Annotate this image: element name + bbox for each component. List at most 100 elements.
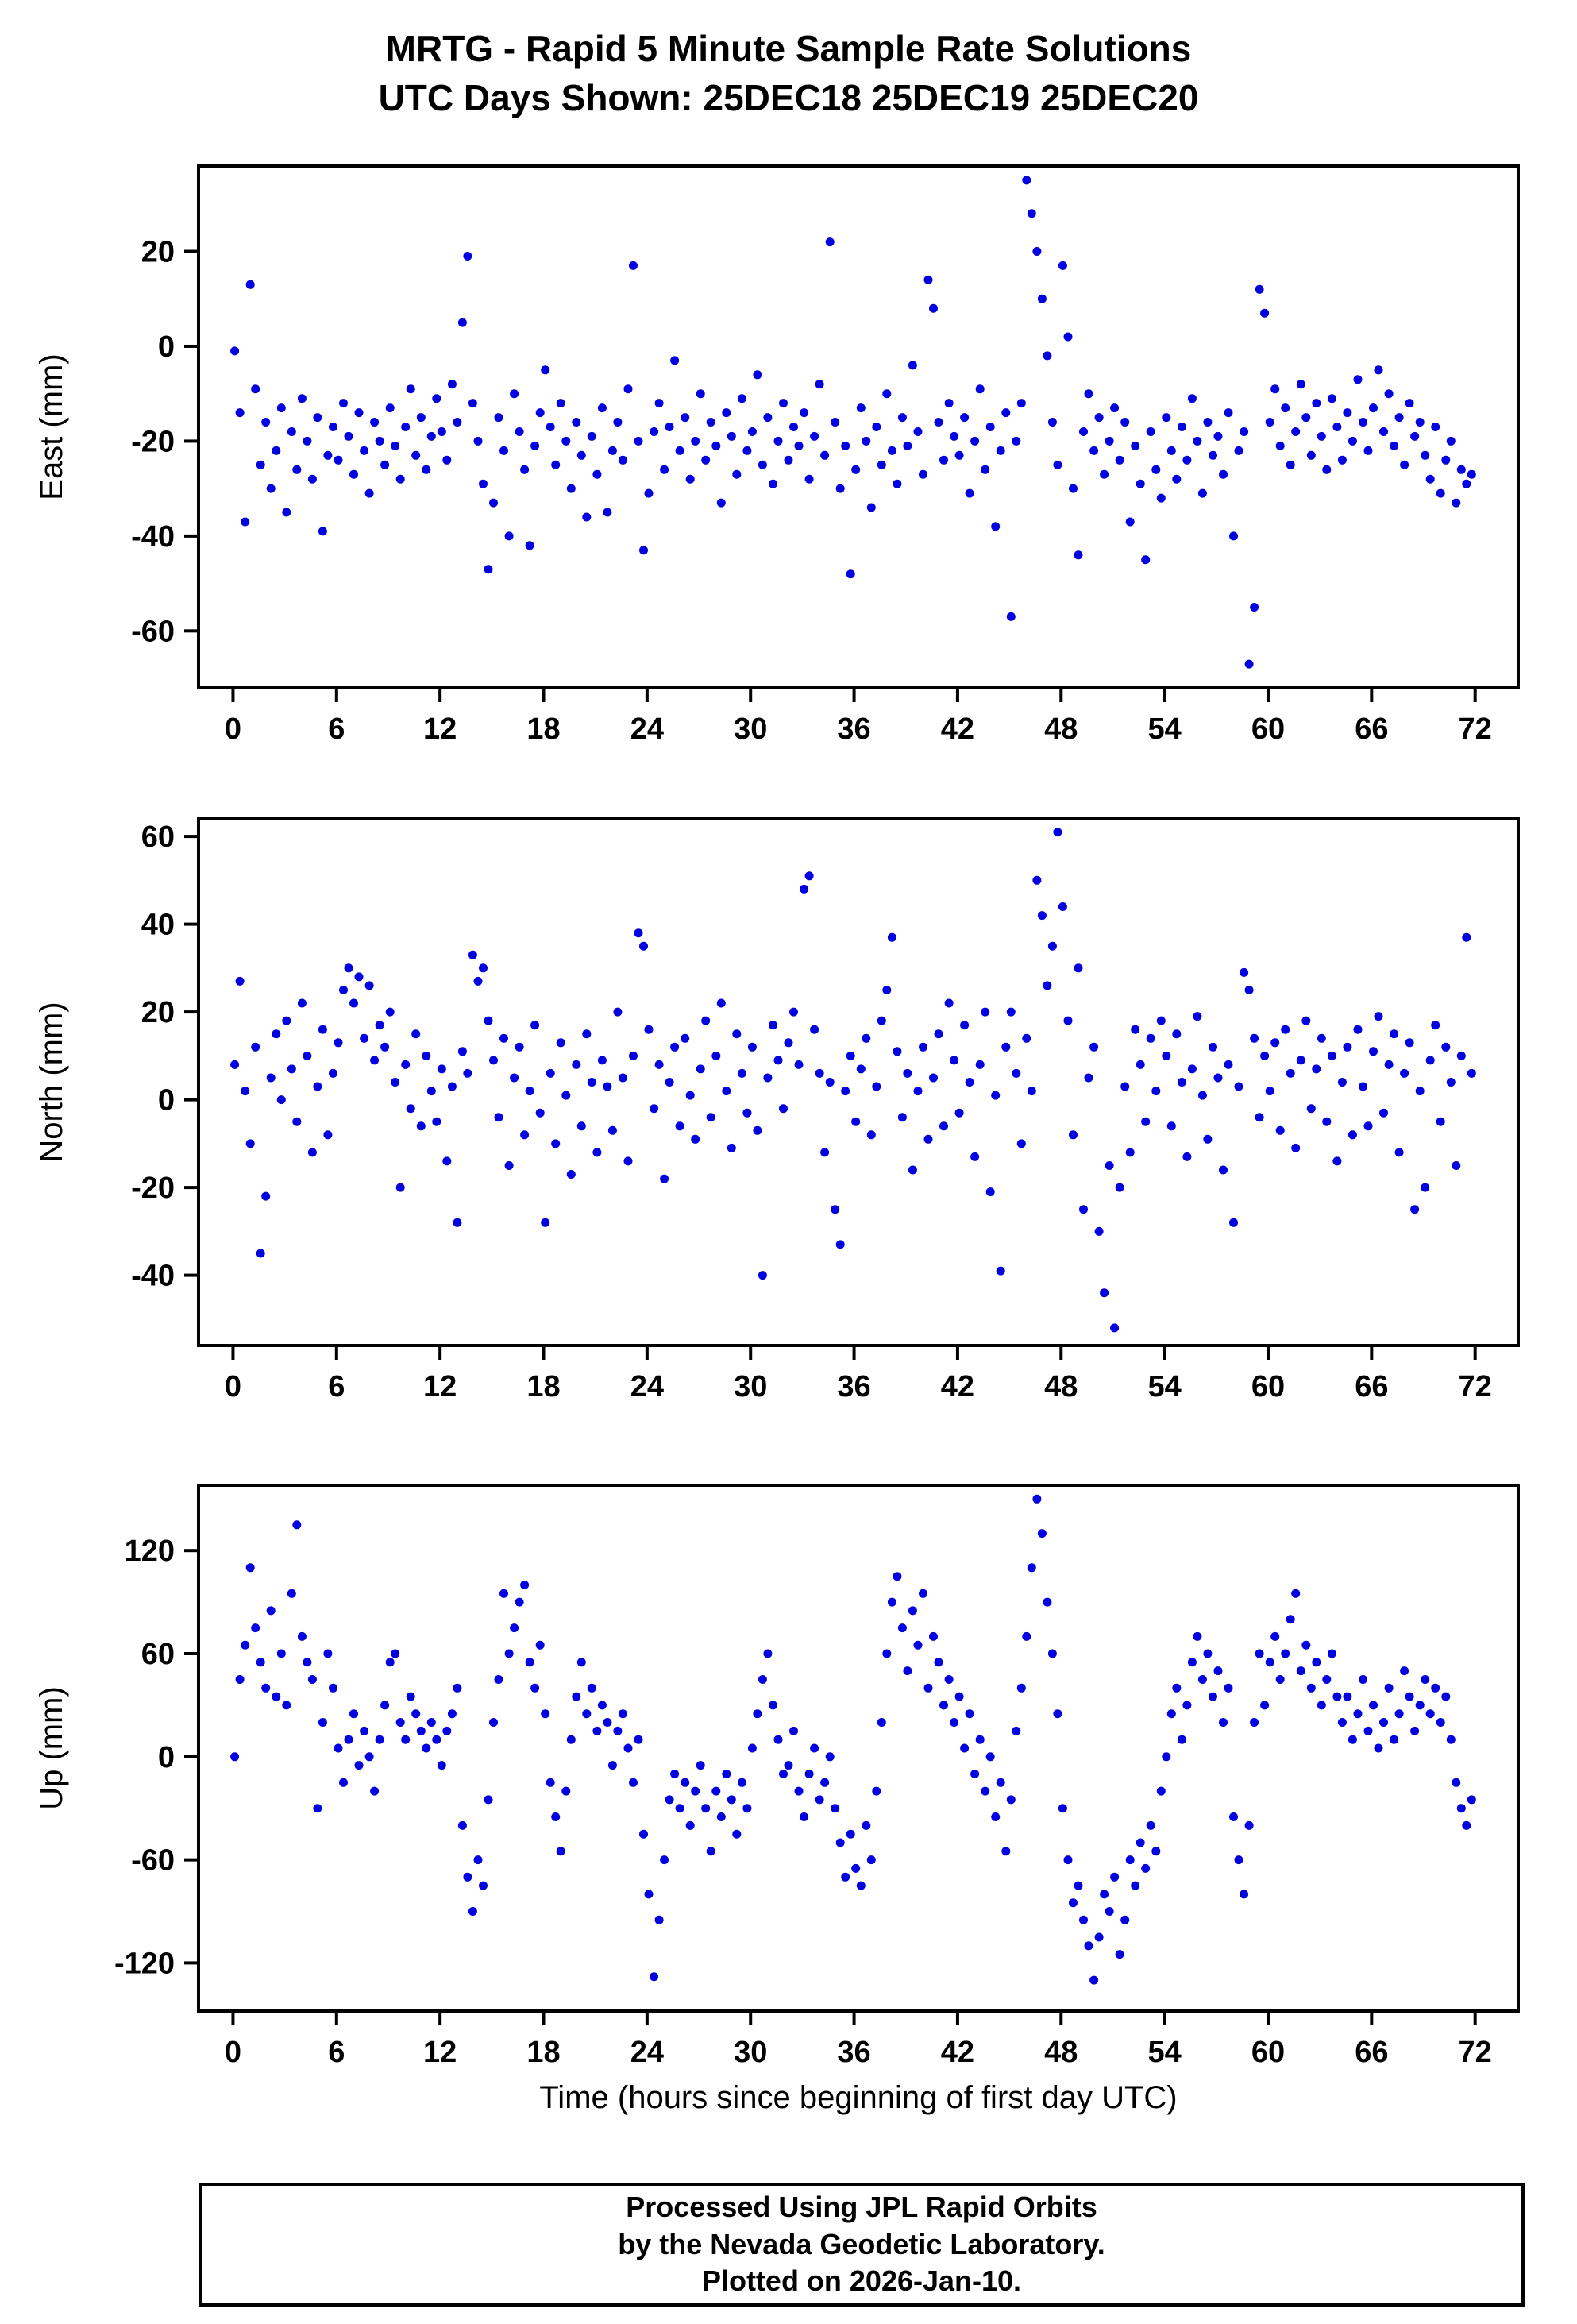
data-point: [272, 446, 281, 456]
data-point: [484, 1016, 493, 1025]
data-point: [1027, 1563, 1036, 1573]
data-point: [897, 1113, 907, 1122]
data-point: [391, 442, 400, 451]
data-point: [866, 1130, 876, 1140]
data-point: [1400, 1069, 1409, 1079]
data-point: [758, 1271, 767, 1280]
data-point: [691, 1786, 700, 1796]
data-point: [1452, 1778, 1461, 1787]
data-point: [919, 1589, 927, 1598]
data-point: [515, 1042, 524, 1052]
data-point: [256, 460, 265, 469]
data-point: [1275, 1125, 1285, 1135]
data-point: [1187, 1064, 1197, 1074]
data-point: [1203, 1649, 1213, 1658]
data-point: [380, 1701, 390, 1710]
x-tick-label: 12: [423, 2036, 457, 2069]
data-point: [256, 1658, 265, 1667]
data-point: [825, 237, 835, 247]
data-point: [1234, 446, 1243, 456]
data-point: [245, 1139, 255, 1148]
data-point: [711, 442, 721, 451]
data-point: [908, 1165, 917, 1175]
data-point: [1467, 1795, 1476, 1805]
data-point: [1069, 1898, 1078, 1908]
data-point: [623, 384, 633, 394]
data-point: [266, 1073, 276, 1083]
data-point: [587, 1078, 596, 1087]
data-point: [241, 1087, 250, 1096]
data-point: [1166, 446, 1176, 456]
footer-box: Processed Using JPL Rapid Orbits by the …: [199, 2183, 1525, 2307]
data-point: [1141, 1117, 1151, 1126]
data-point: [370, 1786, 380, 1796]
data-point: [354, 1761, 364, 1770]
data-point: [639, 941, 648, 951]
data-point: [763, 1649, 773, 1658]
data-point: [282, 1701, 291, 1710]
y-tick-label: 120: [125, 1535, 175, 1568]
data-point: [1146, 1033, 1155, 1043]
data-point: [360, 1033, 369, 1043]
data-point: [1172, 1029, 1182, 1039]
data-point: [1337, 1718, 1347, 1728]
data-point: [789, 1007, 798, 1017]
data-point: [1462, 479, 1471, 488]
data-point: [670, 356, 680, 365]
data-point: [1166, 1709, 1176, 1719]
data-point: [877, 1016, 886, 1025]
data-point: [970, 437, 980, 446]
data-point: [457, 1047, 467, 1056]
data-point: [835, 1838, 845, 1847]
data-point: [1359, 1082, 1367, 1091]
data-point: [515, 427, 524, 437]
data-point: [256, 1249, 265, 1258]
data-point: [489, 1056, 498, 1065]
data-point: [1224, 408, 1233, 418]
data-point: [484, 565, 493, 574]
data-point: [1410, 432, 1420, 442]
data-point: [1446, 1078, 1456, 1087]
data-point: [1219, 469, 1228, 479]
data-point: [479, 1881, 488, 1890]
data-point: [1136, 479, 1145, 488]
data-point: [1265, 1087, 1274, 1096]
data-point: [1421, 1675, 1430, 1685]
data-point: [442, 1727, 452, 1736]
x-tick-label: 0: [225, 712, 241, 746]
data-point: [820, 450, 830, 460]
data-point: [815, 1795, 824, 1805]
data-point: [691, 437, 700, 446]
data-point: [1219, 1718, 1228, 1728]
data-point: [292, 1117, 302, 1126]
data-point: [1131, 1881, 1140, 1890]
data-point: [846, 569, 855, 579]
data-point: [406, 1692, 415, 1701]
data-point: [934, 418, 943, 427]
data-point: [1224, 1683, 1233, 1693]
y-tick-label: -120: [114, 1948, 175, 1981]
y-tick-label: 0: [158, 1084, 175, 1118]
data-point: [1312, 399, 1321, 408]
data-point: [1462, 932, 1471, 942]
data-point: [266, 1606, 276, 1616]
data-point: [530, 1021, 540, 1030]
data-point: [1441, 1692, 1451, 1701]
x-tick-label: 12: [423, 1370, 457, 1403]
data-point: [525, 1087, 534, 1096]
data-point: [1291, 1144, 1301, 1153]
data-point: [747, 1743, 757, 1753]
data-point: [1250, 1718, 1259, 1728]
data-point: [1359, 418, 1367, 427]
data-point: [996, 1266, 1005, 1276]
data-point: [1234, 1855, 1243, 1865]
data-point: [1374, 1743, 1383, 1753]
data-point: [406, 1104, 415, 1114]
data-point: [1177, 1078, 1186, 1087]
data-point: [385, 1007, 395, 1017]
data-point: [587, 1683, 596, 1693]
data-point: [1177, 1735, 1186, 1744]
data-point: [572, 418, 581, 427]
data-point: [1255, 1113, 1264, 1122]
data-point: [344, 1735, 353, 1744]
